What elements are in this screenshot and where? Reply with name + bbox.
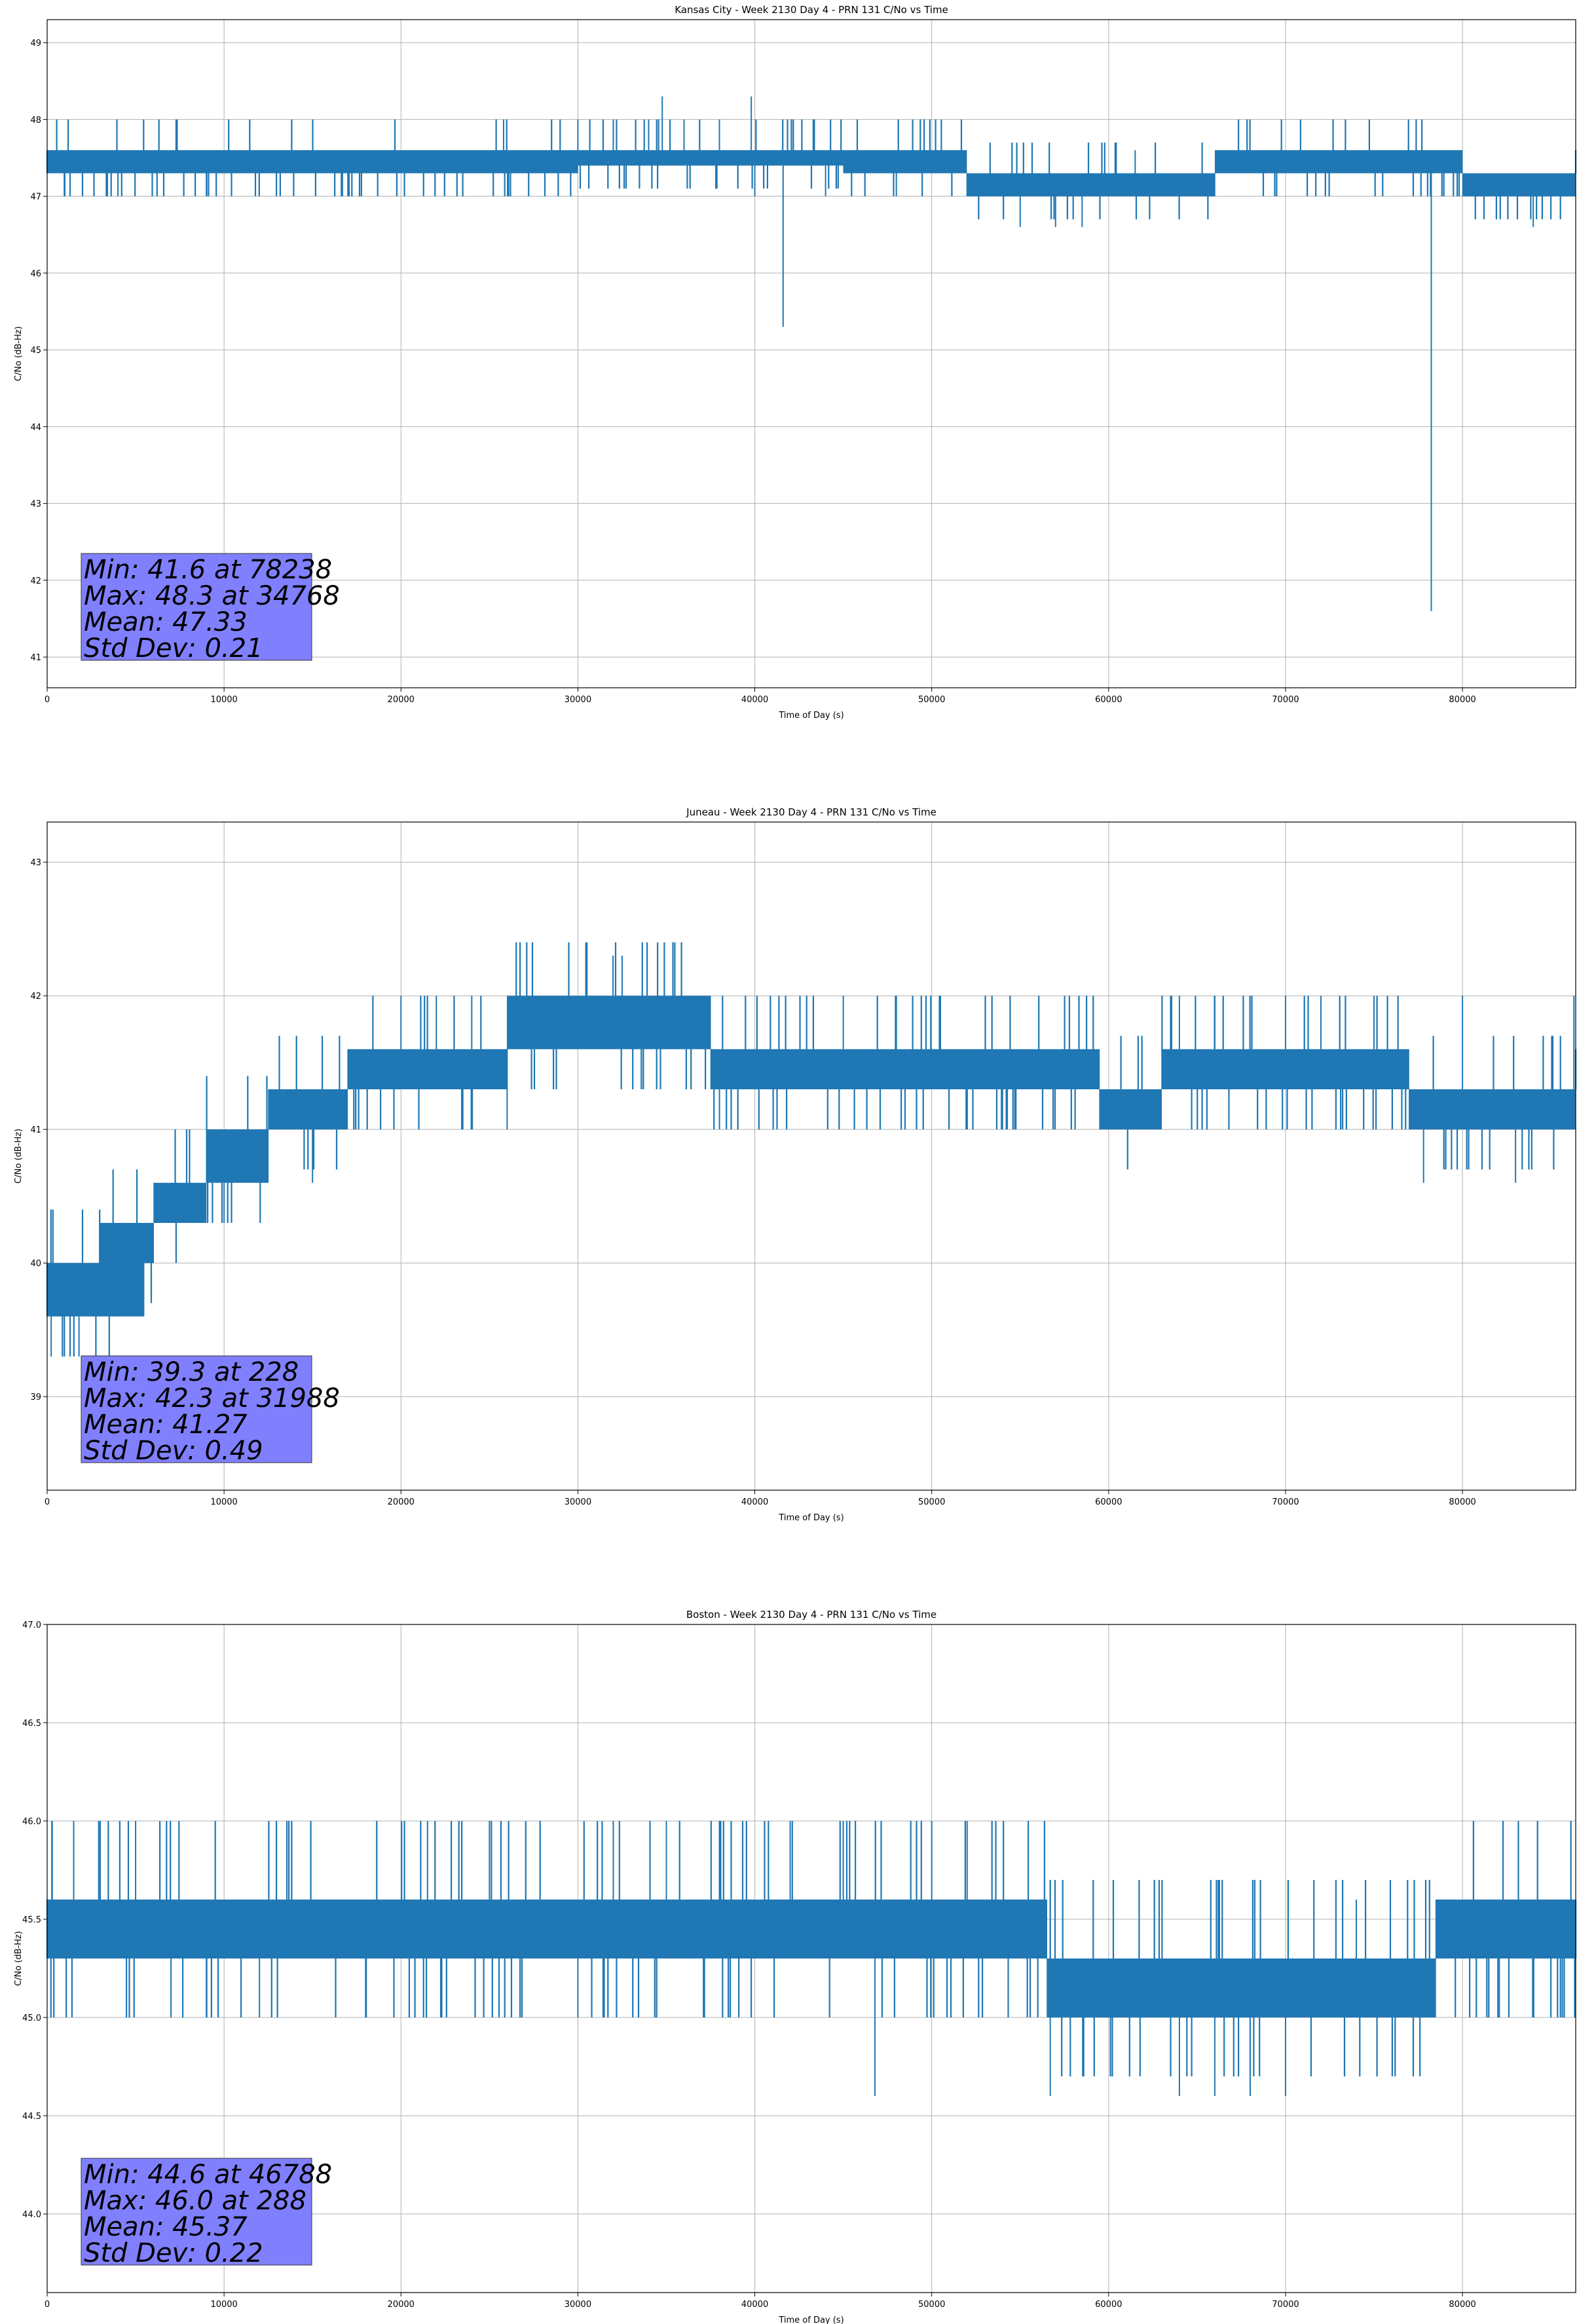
x-tick-label: 50000 (918, 2300, 945, 2310)
y-axis-label: C/No (dB-Hz) (14, 326, 24, 381)
stats-line: Std Dev: 0.22 (84, 2238, 263, 2268)
stats-box (81, 2158, 312, 2266)
stats-line: Min: 44.6 at 46788 (84, 2160, 332, 2190)
chart-panel-2: 0 10000 20000 30000 40000 50000 60000 70000 8000… (14, 1609, 1577, 2324)
x-tick-label: 20000 (388, 695, 415, 705)
x-tick-label: 0 (45, 1497, 50, 1507)
y-tick-label: 45.0 (22, 2014, 41, 2023)
x-tick-label: 80000 (1449, 2300, 1475, 2310)
stats-box (81, 1355, 312, 1463)
x-tick-label: 30000 (565, 1497, 591, 1507)
axes-frame (46, 821, 1576, 1491)
y-tick-label: 44.0 (22, 2210, 41, 2220)
y-tick-label: 42 (30, 992, 41, 1002)
cno-line (46, 942, 1577, 1357)
y-tick-label: 46.5 (22, 1719, 41, 1729)
x-tick-label: 70000 (1272, 1497, 1299, 1507)
x-tick-label: 40000 (741, 695, 768, 705)
y-tick-label: 40 (30, 1259, 41, 1269)
cno-series (46, 942, 1577, 1357)
chart-panel-0: 0 10000 20000 30000 40000 50000 60000 70000 8000… (14, 4, 1577, 721)
x-tick-label: 60000 (1095, 1497, 1122, 1507)
y-tick-label: 47.0 (22, 1621, 41, 1630)
x-tick-label: 10000 (210, 695, 237, 705)
cno-series (46, 1821, 1577, 2096)
y-tick-label: 42 (30, 576, 41, 586)
cno-line (46, 1821, 1577, 2076)
stats-line: Mean: 41.27 (84, 1410, 248, 1440)
x-tick-label: 40000 (741, 2300, 768, 2310)
stats-line: Min: 41.6 at 78238 (84, 555, 332, 585)
axes-frame (46, 19, 1576, 688)
x-tick-label: 50000 (918, 1497, 945, 1507)
y-axis-label: C/No (dB-Hz) (14, 1931, 24, 1986)
stats-box (81, 553, 312, 661)
stats-line: Max: 48.3 at 34768 (84, 581, 340, 611)
y-tick-label: 47 (30, 193, 41, 202)
y-tick-label: 45.5 (22, 1915, 41, 1925)
y-tick-label: 44 (30, 422, 41, 432)
x-tick-label: 70000 (1272, 695, 1299, 705)
x-tick-label: 20000 (388, 2300, 415, 2310)
stats-line: Mean: 47.33 (84, 607, 248, 637)
x-tick-label: 10000 (210, 2300, 237, 2310)
x-tick-label: 30000 (565, 2300, 591, 2310)
x-tick-label: 40000 (741, 1497, 768, 1507)
chart-title: Juneau - Week 2130 Day 4 - PRN 131 C/No … (686, 806, 937, 818)
stats-line: Max: 46.0 at 288 (84, 2186, 306, 2216)
y-tick-label: 44.5 (22, 2112, 41, 2122)
x-tick-label: 0 (45, 695, 50, 705)
chart-title: Kansas City - Week 2130 Day 4 - PRN 131 … (675, 4, 948, 16)
stats-line: Std Dev: 0.21 (84, 633, 263, 664)
y-tick-label: 49 (30, 39, 41, 48)
cno-series (46, 96, 1577, 611)
y-tick-label: 39 (30, 1393, 41, 1402)
y-tick-label: 45 (30, 346, 41, 356)
y-tick-label: 48 (30, 115, 41, 125)
x-tick-label: 70000 (1272, 2300, 1299, 2310)
x-tick-label: 30000 (565, 695, 591, 705)
x-axis-label: Time of Day (s) (778, 711, 844, 721)
x-axis-label: Time of Day (s) (778, 1513, 844, 1523)
x-tick-label: 0 (45, 2300, 50, 2310)
y-tick-label: 46.0 (22, 1817, 41, 1827)
x-tick-label: 60000 (1095, 2300, 1122, 2310)
stats-line: Std Dev: 0.49 (84, 1436, 263, 1466)
y-tick-label: 43 (30, 858, 41, 868)
stats-line: Max: 42.3 at 31988 (84, 1383, 340, 1414)
x-tick-label: 60000 (1095, 695, 1122, 705)
chart-title: Boston - Week 2130 Day 4 - PRN 131 C/No … (686, 1609, 937, 1621)
x-tick-label: 80000 (1449, 695, 1475, 705)
x-tick-label: 80000 (1449, 1497, 1475, 1507)
x-tick-label: 10000 (210, 1497, 237, 1507)
stats-line: Mean: 45.37 (84, 2212, 248, 2242)
y-tick-label: 43 (30, 500, 41, 510)
x-tick-label: 20000 (388, 1497, 415, 1507)
y-tick-label: 46 (30, 269, 41, 279)
cno-line (46, 119, 1577, 219)
y-axis-label: C/No (dB-Hz) (14, 1129, 24, 1184)
y-tick-label: 41 (30, 1125, 41, 1135)
stats-line: Min: 39.3 at 228 (84, 1357, 299, 1387)
axes-frame (46, 1624, 1576, 2293)
x-axis-label: Time of Day (s) (778, 2315, 844, 2324)
x-tick-label: 50000 (918, 695, 945, 705)
y-tick-label: 41 (30, 653, 41, 663)
chart-panel-1: 0 10000 20000 30000 40000 50000 60000 70000 8000… (14, 806, 1577, 1523)
